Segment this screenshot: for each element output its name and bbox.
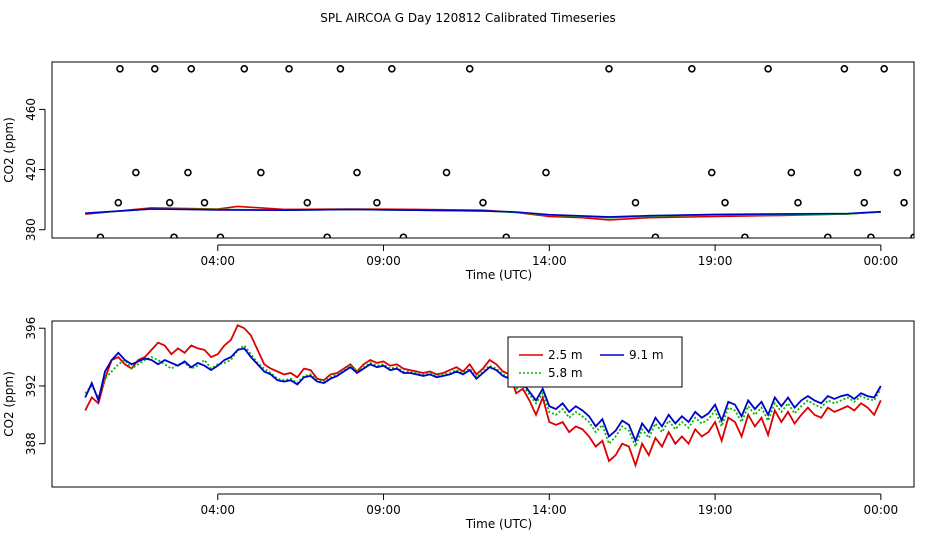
scatter-point (707, 168, 716, 177)
x-tick-label: 00:00 (864, 503, 899, 517)
x-axis-label: Time (UTC) (465, 517, 532, 531)
scatter-point (96, 233, 105, 238)
x-axis-label: Time (UTC) (465, 268, 532, 282)
scatter-point (442, 168, 451, 177)
scatter-point (465, 64, 474, 73)
legend-label: 5.8 m (548, 366, 583, 380)
scatter-point (388, 64, 396, 73)
data-area (85, 64, 934, 238)
data-area (84, 324, 882, 469)
scatter-point (165, 198, 174, 207)
scatter-point (170, 233, 178, 238)
series-line-2-5-m (85, 205, 881, 221)
x-tick-label: 19:00 (698, 254, 733, 268)
x-tick-label: 09:00 (366, 503, 401, 517)
scatter-point (764, 64, 772, 73)
scatter-point (373, 198, 381, 207)
scatter-point (651, 233, 660, 238)
scatter-point (187, 64, 196, 73)
scatter-point (479, 198, 487, 207)
series-line-9-1-m (84, 347, 882, 444)
scatter-point (853, 168, 862, 177)
scatter-point (840, 64, 849, 73)
scatter-point (257, 168, 265, 177)
x-tick-label: 04:00 (200, 503, 235, 517)
scatter-point (184, 168, 192, 177)
plot-frame (51, 320, 915, 488)
scatter-point (928, 170, 934, 176)
scatter-point (867, 233, 875, 238)
x-tick-label: 14:00 (532, 503, 567, 517)
legend-box (507, 336, 683, 388)
scatter-point (542, 168, 550, 177)
y-tick-label: 392 (24, 375, 38, 398)
x-tick-label: 00:00 (864, 254, 899, 268)
legend-label: 2.5 m (548, 348, 583, 362)
scatter-point (880, 64, 888, 73)
y-tick-label: 396 (24, 317, 38, 340)
legend-label: 9.1 m (629, 348, 664, 362)
scatter-point (721, 198, 729, 207)
scatter-point (893, 168, 902, 177)
scatter-point (900, 198, 908, 207)
legend: 2.5 m 5.8 m 9.1 m (507, 336, 683, 388)
scatter-point (323, 233, 331, 238)
scatter-point (824, 233, 832, 238)
x-tick-label: 09:00 (366, 254, 401, 268)
x-tick-label: 14:00 (532, 254, 567, 268)
y-tick-label: 460 (24, 98, 38, 121)
y-tick-label: 380 (24, 218, 38, 241)
scatter-point (913, 66, 914, 71)
scatter-point (860, 198, 869, 207)
scatter-point (285, 64, 293, 73)
scatter-point (240, 64, 249, 73)
series-line-2-5-m (84, 324, 882, 469)
figure-title: SPL AIRCOA G Day 120812 Calibrated Times… (320, 11, 615, 25)
y-tick-label: 388 (24, 432, 38, 455)
top-panel: 04:00 09:00 14:00 19:00 00:00 Time (UTC) 380 42… (2, 61, 934, 282)
scatter-point (688, 64, 696, 73)
scatter-point (353, 168, 361, 177)
series-line-9-1-m (85, 208, 881, 218)
x-tick-label: 19:00 (698, 503, 733, 517)
scatter-point (605, 64, 613, 73)
scatter-point (150, 64, 159, 73)
scatter-point (794, 198, 802, 207)
bottom-panel: 04:00 09:00 14:00 19:00 00:00 Time (UTC) 388 39… (2, 317, 915, 531)
plot-frame (51, 61, 915, 239)
scatter-point (200, 198, 209, 207)
series-line-5-8-m (84, 344, 882, 450)
scatter-point (336, 64, 345, 73)
y-tick-label: 420 (24, 158, 38, 181)
scatter-point (502, 233, 511, 238)
scatter-point (399, 233, 408, 238)
y-axis-label: CO2 (ppm) (2, 371, 16, 437)
scatter-point (741, 233, 749, 238)
scatter-point (631, 198, 640, 207)
scatter-point (116, 64, 124, 73)
scatter-point (303, 198, 312, 207)
scatter-point (114, 198, 123, 207)
scatter-point (216, 233, 225, 238)
scatter-point (910, 233, 914, 238)
scatter-point (132, 168, 140, 177)
scatter-point (787, 168, 796, 177)
y-axis-label: CO2 (ppm) (2, 117, 16, 183)
x-tick-label: 04:00 (200, 254, 235, 268)
